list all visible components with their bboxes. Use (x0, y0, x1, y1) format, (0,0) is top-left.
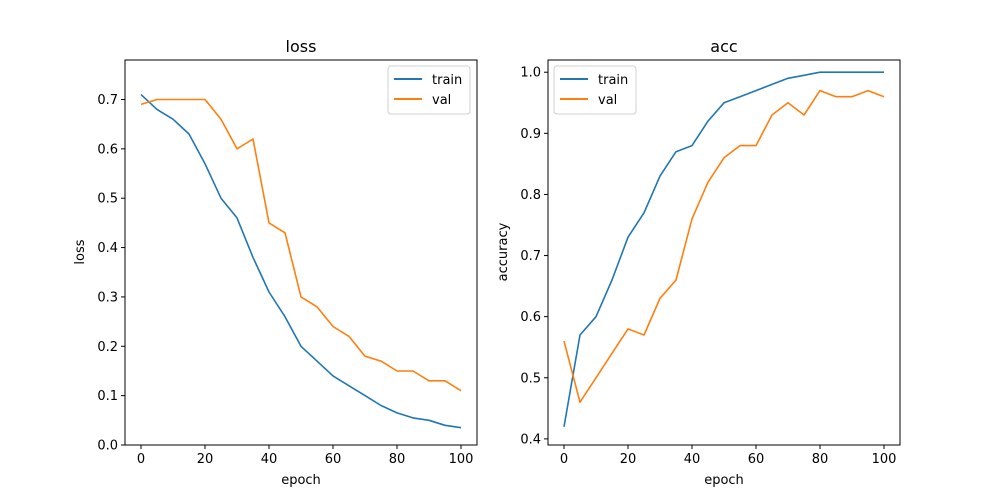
x-axis-label: epoch (281, 473, 321, 488)
x-tick-label: 60 (748, 452, 765, 467)
x-axis-label: epoch (704, 473, 744, 488)
series-line-val (563, 89, 885, 404)
accuracy-chart: acc 0 20 40 60 80 100 0.4 0.5 0.6 0.7 0.8 0.9 1.0 ep… (496, 37, 901, 488)
y-tick-label: 0.5 (520, 371, 541, 386)
plot-frame (124, 59, 478, 446)
y-axis-label: accuracy (496, 222, 511, 281)
series-line-train (563, 71, 884, 427)
x-tick-label: 0 (137, 452, 145, 467)
x-tick-label: 80 (389, 452, 406, 467)
legend: train val (387, 65, 471, 115)
x-tick-label: 20 (197, 452, 214, 467)
y-tick-label: 0.3 (97, 290, 118, 305)
x-tick-label: 100 (449, 452, 474, 467)
series-line-train (140, 94, 462, 429)
plot-frame (547, 59, 901, 446)
x-tick-label: 60 (325, 452, 342, 467)
x-tick-label: 100 (872, 452, 897, 467)
loss-chart: loss 0 20 40 60 80 100 0.0 0.1 0.2 0.3 0.4 0.5 0.6 0.… (73, 37, 478, 488)
tick-layer: 0 20 40 60 80 100 0.4 0.5 0.6 0.7 0.8 0.9 1.0 (520, 66, 896, 467)
chart-title: acc (710, 37, 737, 56)
y-tick-label: 0.0 (97, 439, 118, 454)
chart-title: loss (286, 37, 317, 56)
y-tick-label: 0.7 (520, 249, 541, 264)
y-tick-label: 0.1 (97, 389, 118, 404)
x-tick-label: 40 (684, 452, 701, 467)
y-tick-label: 0.5 (97, 192, 118, 207)
x-tick-label: 20 (620, 452, 637, 467)
legend-label-train: train (432, 73, 462, 88)
x-tick-label: 40 (261, 452, 278, 467)
y-axis-label: loss (73, 239, 88, 264)
y-tick-label: 0.6 (97, 142, 118, 157)
series-line-val (140, 98, 462, 392)
y-tick-label: 0.8 (520, 188, 541, 203)
x-tick-label: 0 (560, 452, 568, 467)
tick-layer: 0 20 40 60 80 100 0.0 0.1 0.2 0.3 0.4 0.5 0.6 0.7 (97, 93, 473, 467)
y-tick-label: 1.0 (520, 66, 541, 81)
legend: train val (553, 65, 637, 115)
y-tick-label: 0.4 (97, 241, 118, 256)
legend-label-val: val (432, 93, 451, 108)
legend-label-val: val (598, 93, 617, 108)
y-tick-label: 0.7 (97, 93, 118, 108)
y-tick-label: 0.2 (97, 340, 118, 355)
y-tick-label: 0.6 (520, 310, 541, 325)
y-tick-label: 0.4 (520, 432, 541, 447)
series-layer (140, 94, 462, 429)
series-layer (563, 71, 885, 427)
legend-label-train: train (598, 73, 628, 88)
x-tick-label: 80 (812, 452, 829, 467)
y-tick-label: 0.9 (520, 127, 541, 142)
